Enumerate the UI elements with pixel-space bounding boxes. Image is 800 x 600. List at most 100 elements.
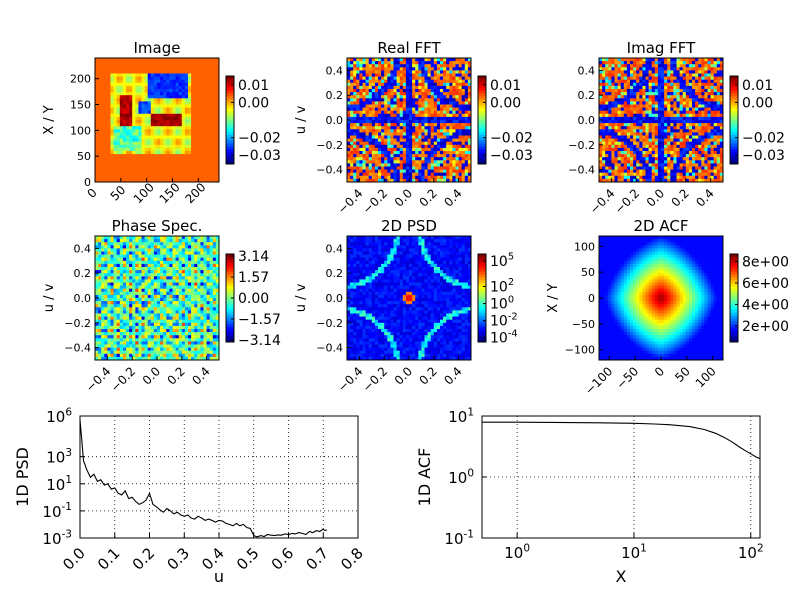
heatmap-cell xyxy=(197,169,201,174)
heatmap-cell xyxy=(144,64,149,68)
heatmap-cell xyxy=(101,61,105,65)
heatmap-cell xyxy=(203,61,207,65)
heatmap-cell xyxy=(620,95,625,99)
heatmap-cell xyxy=(374,61,379,65)
heatmap-cell xyxy=(169,163,173,167)
heatmap-cell xyxy=(608,154,612,158)
heatmap-cell xyxy=(458,79,463,84)
heatmap-cell xyxy=(107,79,111,84)
heatmap-cell xyxy=(209,166,214,170)
heatmap-cell xyxy=(135,116,139,121)
heatmap-cell xyxy=(661,104,665,108)
heatmap-cell xyxy=(405,82,410,87)
heatmap-cell xyxy=(138,154,142,158)
heatmap-cell xyxy=(698,85,702,90)
heatmap-cell xyxy=(104,107,108,112)
heatmap-cell xyxy=(107,135,111,139)
heatmap-cell xyxy=(645,113,649,118)
heatmap-cell xyxy=(347,147,351,152)
heatmap-cell xyxy=(695,144,699,149)
heatmap-cell xyxy=(157,70,161,74)
heatmap-cell xyxy=(651,129,656,133)
heatmap-cell xyxy=(188,79,192,84)
heatmap-cell xyxy=(122,135,127,139)
heatmap-cell xyxy=(716,73,721,77)
heatmap-cell xyxy=(421,61,425,65)
heatmap-cell xyxy=(393,76,397,81)
heatmap-cell xyxy=(144,89,149,93)
heatmap-cell xyxy=(661,82,665,87)
colorbar-segment xyxy=(730,120,738,124)
heatmap-cell xyxy=(163,123,167,127)
heatmap-cell xyxy=(378,172,382,177)
heatmap-cell xyxy=(670,89,674,93)
heatmap-cell xyxy=(119,67,124,71)
heatmap-cell xyxy=(141,163,145,167)
heatmap-cell xyxy=(623,160,628,164)
heatmap-cell xyxy=(443,58,447,62)
heatmap-cell xyxy=(605,79,609,84)
heatmap-cell xyxy=(424,151,428,155)
heatmap-cell xyxy=(163,163,167,167)
heatmap-cell xyxy=(396,95,401,99)
heatmap-cell xyxy=(166,157,170,161)
heatmap-cell xyxy=(458,138,463,143)
heatmap-cell xyxy=(347,64,351,68)
heatmap-cell xyxy=(175,67,180,71)
heatmap-cell xyxy=(657,110,662,115)
heatmap-cell xyxy=(698,76,702,81)
colorbar-segment xyxy=(478,105,486,109)
heatmap-cell xyxy=(147,132,152,136)
heatmap-cell xyxy=(374,67,379,71)
heatmap-cell xyxy=(446,144,450,149)
heatmap-cell xyxy=(464,95,469,99)
heatmap-cell xyxy=(371,79,376,84)
heatmap-cell xyxy=(371,89,376,93)
heatmap-cell xyxy=(371,76,376,81)
heatmap-cell xyxy=(101,120,105,124)
heatmap-cell xyxy=(141,104,145,108)
heatmap-cell xyxy=(390,79,394,84)
heatmap-cell xyxy=(362,141,366,146)
heatmap-cell xyxy=(374,123,379,127)
heatmap-cell xyxy=(670,98,674,102)
heatmap-cell xyxy=(405,132,410,136)
heatmap-cell xyxy=(215,58,220,62)
heatmap-cell xyxy=(642,70,646,74)
heatmap-cell xyxy=(98,58,102,62)
heatmap-cell xyxy=(135,138,139,143)
heatmap-cell xyxy=(405,61,410,65)
heatmap-cell xyxy=(713,151,718,155)
heatmap-cell xyxy=(664,113,668,118)
heatmap-cell xyxy=(119,70,124,74)
heatmap-cell xyxy=(160,160,164,164)
heatmap-cell xyxy=(194,166,198,170)
heatmap-cell xyxy=(682,58,687,62)
heatmap-cell xyxy=(374,129,379,133)
heatmap-cell xyxy=(144,160,149,164)
heatmap-cell xyxy=(399,104,404,108)
heatmap-cell xyxy=(657,101,662,105)
heatmap-cell xyxy=(169,144,173,149)
heatmap-cell xyxy=(129,98,133,102)
heatmap-cell xyxy=(384,129,388,133)
heatmap-cell xyxy=(611,95,615,99)
heatmap-cell xyxy=(215,95,220,99)
heatmap-cell xyxy=(116,154,121,158)
heatmap-cell xyxy=(116,144,121,149)
heatmap-cell xyxy=(617,135,622,139)
heatmap-cell xyxy=(667,113,671,118)
heatmap-cell xyxy=(664,61,668,65)
heatmap-cell xyxy=(467,166,472,170)
heatmap-cell xyxy=(188,67,192,71)
heatmap-cell xyxy=(150,172,155,177)
heatmap-cell xyxy=(449,135,453,139)
heatmap-cell xyxy=(347,58,351,62)
heatmap-cell xyxy=(191,154,195,158)
heatmap-cell xyxy=(381,147,385,152)
heatmap-cell xyxy=(138,163,142,167)
heatmap-cell xyxy=(107,92,111,96)
heatmap-cell xyxy=(144,169,149,174)
heatmap-cell xyxy=(415,166,419,170)
heatmap-cell xyxy=(670,64,674,68)
